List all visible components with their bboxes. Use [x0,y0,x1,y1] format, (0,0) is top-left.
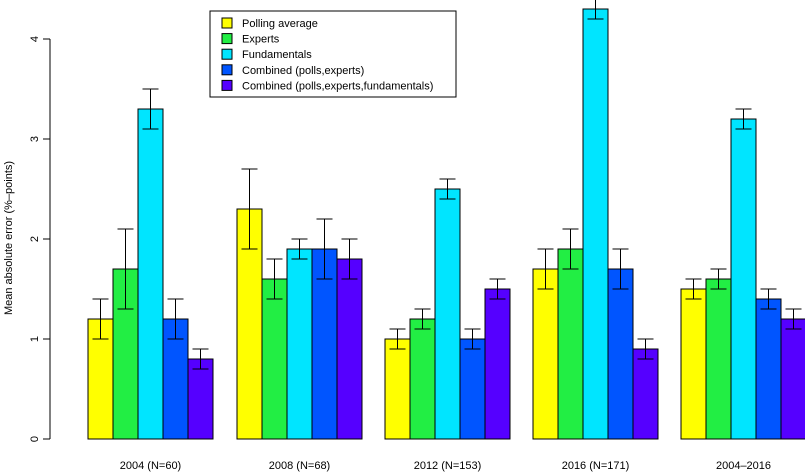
x-category-label: 2008 (N=68) [269,460,330,472]
bar [680,288,707,440]
x-category-label: 2004 (N=60) [120,460,181,472]
x-axis-labels: 2004 (N=60) 2008 (N=68) 2012 (N=153) 2016 (… [120,460,771,472]
legend-box [209,10,457,98]
y-tick-label: 4 [29,36,41,42]
bar [261,278,288,440]
legend-label: Experts [242,34,280,46]
bar [286,248,313,440]
bar [409,318,436,440]
legend-swatch [221,64,233,76]
bar [187,358,214,440]
y-tick-label: 1 [29,336,41,342]
bar [484,288,511,440]
bar [459,338,486,440]
bar [311,248,338,440]
bar [730,118,757,440]
y-axis: 0 1 2 3 4 [29,36,51,442]
bar [384,338,411,440]
legend-label: Fundamentals [242,49,312,61]
bar [557,248,584,440]
legend-label: Combined (polls,experts) [242,65,364,77]
y-tick-label: 3 [29,136,41,142]
bar [705,278,732,440]
legend-swatch [221,48,233,60]
bar [582,8,609,440]
y-tick-label: 0 [29,436,41,442]
x-category-label: 2004–2016 [716,460,771,472]
x-category-label: 2016 (N=171) [562,460,630,472]
plot-area [87,0,805,440]
bar [532,268,559,440]
y-tick-label: 2 [29,236,41,242]
legend-label: Combined (polls,experts,fundamentals) [242,80,433,92]
bar [336,258,363,440]
bar [632,348,659,440]
bar [434,188,461,440]
x-category-label: 2012 (N=153) [414,460,482,472]
y-axis-title: Mean absolute error (%–points) [3,161,15,315]
legend-swatch [221,33,233,45]
bar [755,298,782,440]
legend: Polling average Experts Fundamentals Combin… [209,10,457,98]
legend-swatch [221,17,233,29]
legend-label: Polling average [242,18,318,30]
bar [780,318,805,440]
bar [137,108,164,440]
legend-swatch [221,79,233,91]
bar [607,268,634,440]
